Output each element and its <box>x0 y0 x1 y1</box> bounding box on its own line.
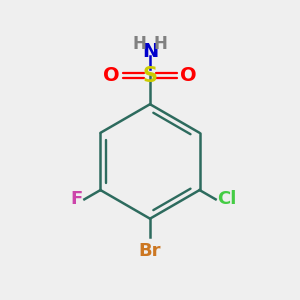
Text: Cl: Cl <box>217 190 236 208</box>
Text: N: N <box>142 42 158 61</box>
Text: H: H <box>132 35 146 53</box>
Text: S: S <box>142 66 158 86</box>
Text: Br: Br <box>139 242 161 260</box>
Text: H: H <box>154 35 168 53</box>
Text: F: F <box>71 190 83 208</box>
Text: O: O <box>103 66 120 85</box>
Text: O: O <box>180 66 197 85</box>
